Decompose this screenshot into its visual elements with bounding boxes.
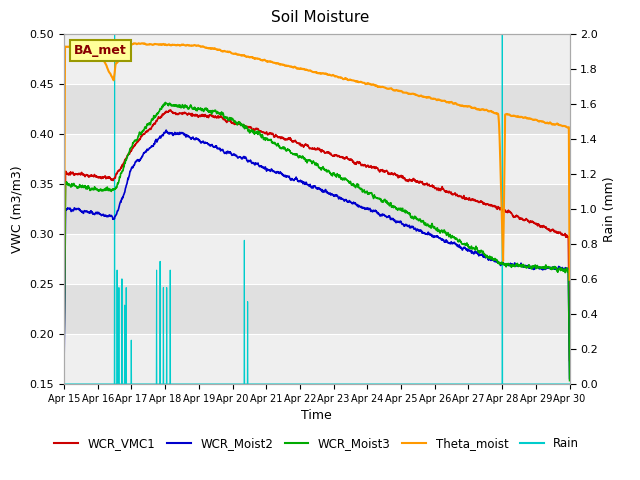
X-axis label: Time: Time bbox=[301, 409, 332, 422]
Legend: WCR_VMC1, WCR_Moist2, WCR_Moist3, Theta_moist, Rain: WCR_VMC1, WCR_Moist2, WCR_Moist3, Theta_… bbox=[50, 433, 584, 455]
Y-axis label: Rain (mm): Rain (mm) bbox=[604, 176, 616, 241]
Bar bbox=[64, 34, 570, 84]
Text: BA_met: BA_met bbox=[74, 44, 127, 57]
Y-axis label: VWC (m3/m3): VWC (m3/m3) bbox=[11, 165, 24, 252]
Bar bbox=[64, 334, 570, 384]
Bar bbox=[64, 134, 570, 184]
Text: Soil Moisture: Soil Moisture bbox=[271, 10, 369, 24]
Bar bbox=[64, 234, 570, 284]
